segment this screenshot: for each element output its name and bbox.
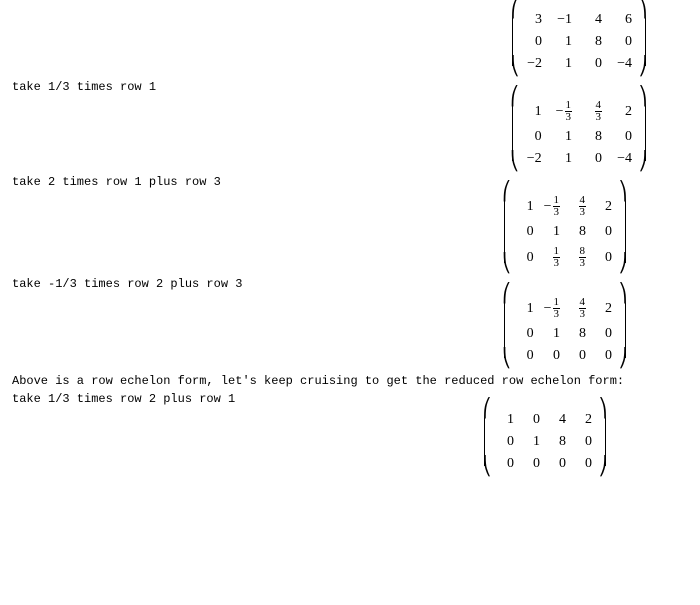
m5-r1c2: 0 (524, 412, 540, 428)
matrix-1: 3 −1 4 6 0 1 8 0 −2 1 0 −4 (12, 8, 688, 76)
m3-r1c2: −13 (544, 195, 560, 218)
m1-r3c2: 1 (556, 56, 572, 72)
matrix-3: 1 −13 43 2 0 1 8 0 0 13 83 0 (12, 191, 688, 273)
m1-r3c3: 0 (586, 56, 602, 72)
m3-r2c3: 8 (570, 224, 586, 240)
m5-r2c2: 1 (524, 434, 540, 450)
step-4-text: take 1/3 times row 2 plus row 1 (12, 392, 688, 406)
m2-r1c1: 1 (526, 104, 542, 120)
m5-r1c3: 4 (550, 412, 566, 428)
m2-r2c3: 8 (586, 129, 602, 145)
matrix-4: 1 −13 43 2 0 1 8 0 0 0 0 0 (12, 293, 688, 368)
m4-r3c1: 0 (518, 348, 534, 364)
m3-r1c4: 2 (596, 199, 612, 215)
m2-r3c4: −4 (616, 151, 632, 167)
m3-r2c4: 0 (596, 224, 612, 240)
m5-r3c2: 0 (524, 456, 540, 472)
m4-r1c2: −13 (544, 297, 560, 320)
m3-r1c3: 43 (570, 195, 586, 218)
m4-r3c2: 0 (544, 348, 560, 364)
m4-r2c2: 1 (544, 326, 560, 342)
m5-r1c1: 1 (498, 412, 514, 428)
m5-r2c3: 8 (550, 434, 566, 450)
m1-r2c3: 8 (586, 34, 602, 50)
m4-r3c4: 0 (596, 348, 612, 364)
m3-r3c1: 0 (518, 250, 534, 266)
m5-r3c1: 0 (498, 456, 514, 472)
m4-r1c3: 43 (570, 297, 586, 320)
m4-r2c3: 8 (570, 326, 586, 342)
m5-r1c4: 2 (576, 412, 592, 428)
m2-r1c3: 43 (586, 100, 602, 123)
matrix-2: 1 −13 43 2 0 1 8 0 −2 1 0 −4 (12, 96, 688, 171)
m1-r3c1: −2 (526, 56, 542, 72)
m3-r3c2: 13 (544, 246, 560, 269)
m1-r1c2: −1 (556, 12, 572, 28)
m4-r1c4: 2 (596, 301, 612, 317)
step-3-text: take -1/3 times row 2 plus row 3 (12, 277, 688, 291)
m1-r2c2: 1 (556, 34, 572, 50)
m2-r1c4: 2 (616, 104, 632, 120)
m2-r3c1: −2 (526, 151, 542, 167)
m2-r2c2: 1 (556, 129, 572, 145)
m5-r3c4: 0 (576, 456, 592, 472)
m2-r2c4: 0 (616, 129, 632, 145)
m1-r1c4: 6 (616, 12, 632, 28)
m4-r1c1: 1 (518, 301, 534, 317)
step-1-text: take 1/3 times row 1 (12, 80, 688, 94)
narrative-text: Above is a row echelon form, let's keep … (12, 374, 688, 388)
m5-r2c4: 0 (576, 434, 592, 450)
m5-r2c1: 0 (498, 434, 514, 450)
m3-r3c3: 83 (570, 246, 586, 269)
m2-r1c2: −13 (556, 100, 572, 123)
step-2-text: take 2 times row 1 plus row 3 (12, 175, 688, 189)
m4-r2c1: 0 (518, 326, 534, 342)
m1-r2c1: 0 (526, 34, 542, 50)
m5-r3c3: 0 (550, 456, 566, 472)
matrix-5: 1 0 4 2 0 1 8 0 0 0 0 0 (12, 408, 688, 476)
m3-r3c4: 0 (596, 250, 612, 266)
m2-r3c3: 0 (586, 151, 602, 167)
m3-r2c1: 0 (518, 224, 534, 240)
m4-r3c3: 0 (570, 348, 586, 364)
m1-r1c1: 3 (526, 12, 542, 28)
m3-r2c2: 1 (544, 224, 560, 240)
m2-r3c2: 1 (556, 151, 572, 167)
m2-r2c1: 0 (526, 129, 542, 145)
m4-r2c4: 0 (596, 326, 612, 342)
m3-r1c1: 1 (518, 199, 534, 215)
m1-r2c4: 0 (616, 34, 632, 50)
m1-r1c3: 4 (586, 12, 602, 28)
m1-r3c4: −4 (616, 56, 632, 72)
